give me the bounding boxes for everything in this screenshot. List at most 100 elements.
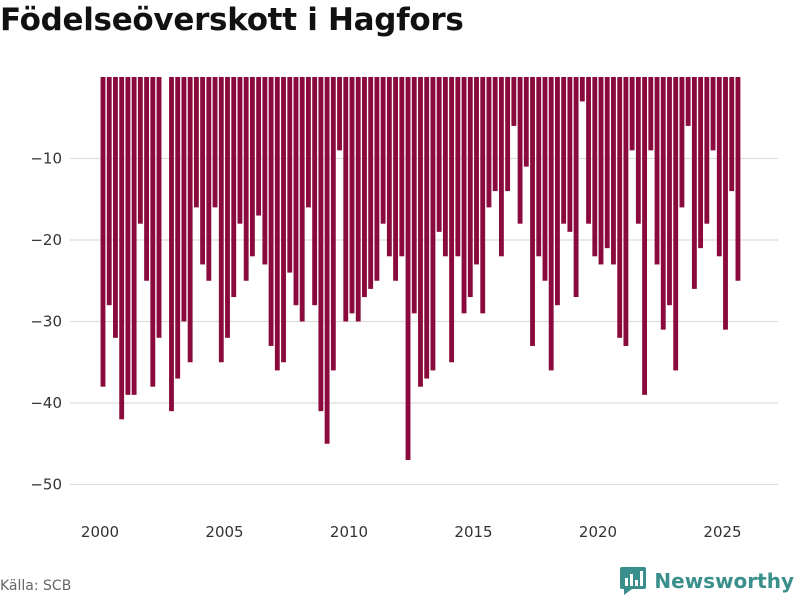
bar — [206, 77, 212, 281]
bar — [498, 77, 504, 257]
bar — [586, 77, 591, 224]
bar — [561, 77, 567, 224]
bar — [156, 77, 162, 338]
bar — [175, 77, 181, 379]
bar — [536, 77, 542, 257]
bar — [237, 77, 243, 224]
bar — [218, 77, 224, 363]
bar — [274, 77, 280, 371]
x-tick-label: 2020 — [579, 523, 617, 541]
bar — [511, 77, 517, 126]
bar — [523, 77, 529, 167]
bar — [212, 77, 218, 208]
bar — [611, 77, 616, 265]
bar — [405, 77, 411, 461]
bar — [424, 77, 430, 379]
y-tick-label: −40 — [30, 394, 62, 412]
bar — [113, 77, 118, 338]
bar — [710, 77, 716, 151]
bar — [735, 77, 741, 281]
bar — [548, 77, 554, 371]
bar — [530, 77, 535, 346]
bar — [567, 77, 573, 232]
brand-name: Newsworthy — [654, 569, 794, 593]
bar — [243, 77, 249, 281]
bar — [393, 77, 399, 281]
bar — [623, 77, 629, 346]
bar — [324, 77, 330, 444]
bar — [729, 77, 735, 192]
bar — [455, 77, 461, 257]
bar — [125, 77, 131, 395]
bar — [337, 77, 342, 151]
bar — [685, 77, 691, 126]
bar — [617, 77, 623, 338]
bar — [187, 77, 193, 363]
bar — [673, 77, 679, 371]
bar — [474, 77, 479, 265]
bar — [225, 77, 230, 338]
bar — [592, 77, 598, 257]
bar — [249, 77, 255, 257]
bar — [281, 77, 286, 363]
bar — [411, 77, 417, 314]
bar — [598, 77, 604, 265]
bar — [679, 77, 685, 208]
bar — [480, 77, 486, 314]
bar — [144, 77, 150, 281]
bar — [256, 77, 262, 216]
bar — [716, 77, 722, 257]
bar — [349, 77, 355, 314]
bar — [436, 77, 442, 232]
bar — [287, 77, 293, 273]
bar — [399, 77, 405, 257]
bar — [604, 77, 610, 249]
bar — [293, 77, 299, 306]
bar — [654, 77, 660, 265]
bar — [467, 77, 473, 298]
y-axis: −10 −20 −30 −40 −50 — [30, 150, 62, 494]
bar — [200, 77, 206, 265]
y-tick-label: −20 — [30, 231, 62, 249]
bar — [169, 77, 174, 412]
bar — [430, 77, 436, 371]
bar — [629, 77, 635, 151]
bar — [374, 77, 380, 281]
bar — [517, 77, 523, 224]
bar — [660, 77, 666, 330]
bar — [579, 77, 585, 102]
bar — [461, 77, 467, 314]
bar — [299, 77, 305, 322]
bar — [704, 77, 710, 224]
bar — [648, 77, 654, 151]
bar — [137, 77, 143, 224]
x-tick-label: 2005 — [205, 523, 243, 541]
bar — [667, 77, 672, 306]
bar — [542, 77, 548, 281]
bar — [642, 77, 648, 395]
bar — [691, 77, 697, 289]
bar — [449, 77, 455, 363]
bar — [505, 77, 511, 192]
bar — [418, 77, 423, 387]
bar — [573, 77, 579, 298]
y-tick-label: −30 — [30, 313, 62, 331]
bar — [131, 77, 137, 395]
bar — [268, 77, 274, 346]
bar — [181, 77, 187, 322]
chart-title: Födelseöverskott i Hagfors — [0, 2, 464, 38]
bar — [362, 77, 367, 298]
y-tick-label: −50 — [30, 476, 62, 494]
source-note: Källa: SCB — [0, 578, 72, 594]
bar — [231, 77, 237, 298]
x-tick-label: 2025 — [703, 523, 741, 541]
bar — [330, 77, 336, 371]
bar — [343, 77, 349, 322]
bar — [262, 77, 268, 265]
x-tick-label: 2010 — [330, 523, 368, 541]
bar — [380, 77, 386, 224]
x-axis: 2000 2005 2010 2015 2020 2025 — [81, 523, 742, 541]
y-tick-label: −10 — [30, 150, 62, 168]
bar — [306, 77, 311, 208]
bar — [150, 77, 156, 387]
